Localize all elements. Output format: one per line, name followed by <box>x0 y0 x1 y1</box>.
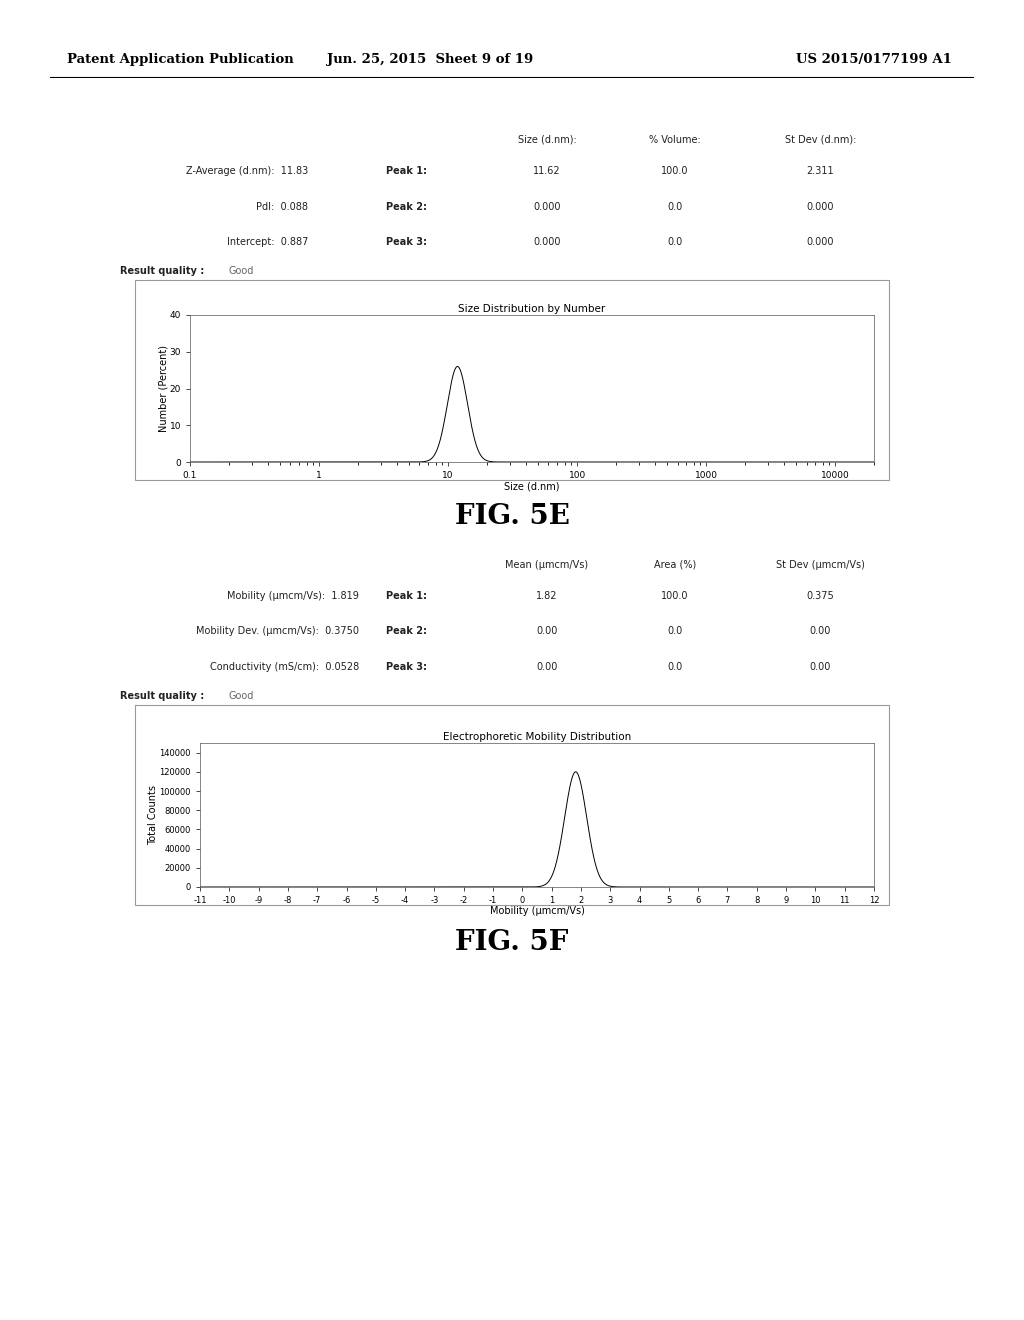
Text: 1.82: 1.82 <box>537 591 558 602</box>
Text: Jun. 25, 2015  Sheet 9 of 19: Jun. 25, 2015 Sheet 9 of 19 <box>327 54 534 66</box>
Text: Mobility Dev. (μmcm/Vs):  0.3750: Mobility Dev. (μmcm/Vs): 0.3750 <box>197 627 359 636</box>
Text: 100.0: 100.0 <box>662 166 689 177</box>
Text: Conductivity (mS/cm):  0.0528: Conductivity (mS/cm): 0.0528 <box>210 661 359 672</box>
Title: Size Distribution by Number: Size Distribution by Number <box>459 304 605 314</box>
Text: 100.0: 100.0 <box>662 591 689 602</box>
X-axis label: Size (d.nm): Size (d.nm) <box>504 482 560 491</box>
Text: Size (d.nm):: Size (d.nm): <box>517 135 577 145</box>
Text: 0.0: 0.0 <box>668 627 683 636</box>
Text: 0.000: 0.000 <box>534 236 561 247</box>
Text: PdI:  0.088: PdI: 0.088 <box>256 202 308 211</box>
Text: 0.000: 0.000 <box>807 202 834 211</box>
X-axis label: Mobility (μmcm/Vs): Mobility (μmcm/Vs) <box>489 907 585 916</box>
Text: Intercept:  0.887: Intercept: 0.887 <box>226 236 308 247</box>
Text: FIG. 5E: FIG. 5E <box>455 503 569 531</box>
Text: Peak 3:: Peak 3: <box>386 661 427 672</box>
Title: Electrophoretic Mobility Distribution: Electrophoretic Mobility Distribution <box>442 733 631 742</box>
Text: Good: Good <box>228 267 254 276</box>
Text: 0.00: 0.00 <box>537 627 558 636</box>
Text: 11.62: 11.62 <box>534 166 561 177</box>
Text: Peak 1:: Peak 1: <box>386 166 427 177</box>
Text: Result quality :: Result quality : <box>120 267 208 276</box>
Text: Peak 3:: Peak 3: <box>386 236 427 247</box>
Text: US 2015/0177199 A1: US 2015/0177199 A1 <box>797 54 952 66</box>
Text: St Dev (d.nm):: St Dev (d.nm): <box>784 135 856 145</box>
Text: 0.000: 0.000 <box>807 236 834 247</box>
Text: Mobility (μmcm/Vs):  1.819: Mobility (μmcm/Vs): 1.819 <box>227 591 359 602</box>
Text: Peak 2:: Peak 2: <box>386 202 427 211</box>
Text: St Dev (μmcm/Vs): St Dev (μmcm/Vs) <box>776 560 864 570</box>
Text: 0.00: 0.00 <box>537 661 558 672</box>
Y-axis label: Total Counts: Total Counts <box>148 785 158 845</box>
Text: Result quality :: Result quality : <box>120 690 208 701</box>
Text: 0.00: 0.00 <box>810 661 830 672</box>
Text: 2.311: 2.311 <box>807 166 835 177</box>
Text: 0.000: 0.000 <box>534 202 561 211</box>
Text: 0.0: 0.0 <box>668 661 683 672</box>
Text: Peak 2:: Peak 2: <box>386 627 427 636</box>
Text: Peak 1:: Peak 1: <box>386 591 427 602</box>
Text: 0.0: 0.0 <box>668 202 683 211</box>
Text: % Volume:: % Volume: <box>649 135 701 145</box>
Text: 0.375: 0.375 <box>807 591 835 602</box>
Text: 0.00: 0.00 <box>810 627 830 636</box>
Text: Good: Good <box>228 690 254 701</box>
Y-axis label: Number (Percent): Number (Percent) <box>158 345 168 432</box>
Text: Area (%): Area (%) <box>654 560 696 570</box>
Text: 0.0: 0.0 <box>668 236 683 247</box>
Text: FIG. 5F: FIG. 5F <box>456 929 568 957</box>
Text: Patent Application Publication: Patent Application Publication <box>67 54 293 66</box>
Text: Mean (μmcm/Vs): Mean (μmcm/Vs) <box>506 560 589 570</box>
Text: Z-Average (d.nm):  11.83: Z-Average (d.nm): 11.83 <box>185 166 308 177</box>
